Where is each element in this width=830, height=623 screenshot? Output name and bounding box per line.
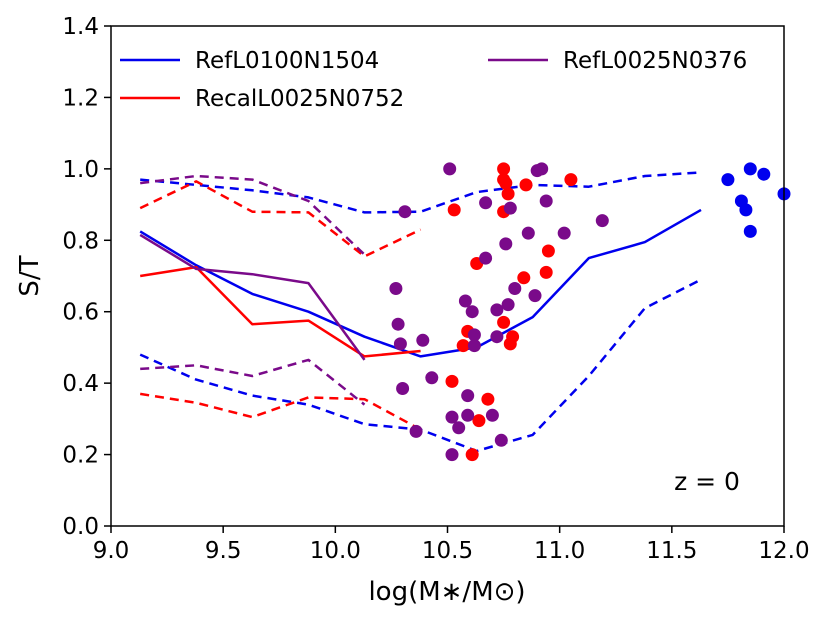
- series-line-6: [139, 233, 366, 361]
- scatter-point-2-6: [416, 333, 430, 347]
- scatter-point-1-12: [497, 315, 511, 329]
- scatter-point-0-2: [739, 203, 753, 217]
- scatter-point-1-16: [519, 178, 533, 192]
- scatter-point-2-13: [461, 408, 475, 422]
- scatter-point-0-4: [743, 224, 757, 238]
- scatter-point-2-7: [425, 371, 439, 385]
- scatter-point-2-3: [396, 382, 410, 395]
- scatter-point-0-3: [743, 162, 757, 176]
- scatter-point-2-26: [503, 201, 517, 215]
- y-axis-label: S/T: [15, 255, 45, 296]
- series-line-4: [139, 180, 422, 258]
- redshift-annotation: z = 0: [674, 467, 740, 496]
- legend: RefL0100N1504 RefL0025N0376 RecalL0025N0…: [120, 48, 747, 112]
- series-line-0: [139, 208, 702, 358]
- y-tick-label-6: 1.2: [62, 85, 99, 111]
- scatter-point-2-5: [409, 424, 423, 438]
- plot-area: [111, 26, 784, 526]
- scatter-point-1-20: [564, 173, 578, 187]
- scatter-point-2-23: [494, 433, 508, 447]
- scatter-point-1-7: [481, 392, 495, 406]
- y-tick-label-5: 1.0: [62, 157, 99, 183]
- y-tick-label-3: 0.6: [62, 300, 99, 326]
- scatter-point-2-12: [458, 294, 472, 308]
- scatter-point-2-10: [445, 448, 459, 462]
- scatter-point-2-21: [490, 303, 504, 317]
- x-ticks: 9.0 9.5 10.0 10.5 11.0 11.5 12.0: [93, 526, 810, 564]
- scatter-point-2-1: [391, 317, 405, 331]
- scatter-point-2-32: [539, 194, 553, 208]
- series-line-1: [140, 171, 702, 214]
- scatter-point-1-18: [541, 244, 555, 258]
- x-tick-label-3: 10.5: [422, 538, 473, 564]
- x-tick-label-2: 10.0: [310, 538, 361, 564]
- scatter-point-2-8: [443, 162, 457, 176]
- scatter-point-2-15: [465, 305, 479, 319]
- x-axis-label: log(M∗/M⊙): [368, 577, 525, 607]
- series-line-3: [140, 265, 421, 358]
- scatter-point-1-8: [497, 162, 511, 176]
- y-tick-label-0: 0.0: [62, 514, 99, 540]
- scatter-point-1-10: [499, 176, 513, 190]
- scatter-point-2-9: [445, 410, 459, 424]
- legend-label-ref100: RefL0100N1504: [195, 48, 379, 74]
- scatter-point-2-27: [508, 282, 522, 295]
- scatter-point-2-11: [452, 421, 466, 435]
- legend-label-ref25: RefL0025N0376: [563, 48, 747, 74]
- scatter-point-2-28: [521, 226, 535, 240]
- scatter-point-2-34: [595, 214, 609, 228]
- scatter-point-2-24: [499, 237, 513, 251]
- scatter-point-0-5: [757, 167, 771, 181]
- scatter-point-2-2: [393, 337, 407, 351]
- scatter-point-2-19: [479, 251, 493, 265]
- scatter-point-1-13: [501, 187, 515, 201]
- y-tick-label-4: 0.8: [62, 228, 99, 254]
- scatter-point-2-33: [557, 226, 571, 240]
- scatter-point-1-1: [445, 374, 459, 388]
- scatter-point-2-0: [389, 282, 403, 295]
- scatter-point-2-14: [461, 389, 475, 403]
- series-line-8: [140, 358, 366, 406]
- scatter-point-1-0: [447, 203, 461, 217]
- scatter-point-2-22: [490, 330, 504, 344]
- scatter-point-2-20: [485, 408, 499, 422]
- scatter-point-1-15: [506, 330, 520, 344]
- scatter-point-0-0: [721, 173, 735, 187]
- x-tick-label-0: 9.0: [93, 538, 130, 564]
- scatter-point-1-17: [517, 271, 531, 285]
- y-tick-label-7: 1.4: [62, 14, 99, 40]
- x-tick-label-1: 9.5: [205, 538, 242, 564]
- x-tick-label-5: 11.5: [646, 538, 697, 564]
- scatter-point-2-17: [467, 339, 481, 353]
- x-tick-label-4: 11.0: [534, 538, 585, 564]
- scatter-layer: [389, 162, 791, 462]
- scatter-point-2-25: [501, 298, 515, 312]
- scatter-point-2-29: [528, 289, 542, 303]
- scatter-point-2-4: [398, 205, 412, 219]
- scatter-point-2-16: [467, 328, 481, 342]
- x-tick-label-6: 12.0: [758, 538, 809, 564]
- scatter-point-1-2: [456, 339, 470, 353]
- scatter-point-2-31: [535, 162, 549, 176]
- scatter-point-2-18: [479, 196, 493, 210]
- series-line-5: [140, 392, 422, 431]
- scatter-point-1-4: [465, 448, 479, 462]
- scatter-point-1-6: [472, 414, 486, 428]
- legend-label-recal: RecalL0025N0752: [195, 86, 404, 112]
- y-ticks: 0.0 0.2 0.4 0.6 0.8 1.0 1.2 1.4: [62, 14, 111, 540]
- y-tick-label-1: 0.2: [62, 443, 99, 469]
- scatter-point-1-19: [539, 265, 553, 279]
- series-line-7: [140, 174, 366, 256]
- y-tick-label-2: 0.4: [62, 371, 99, 397]
